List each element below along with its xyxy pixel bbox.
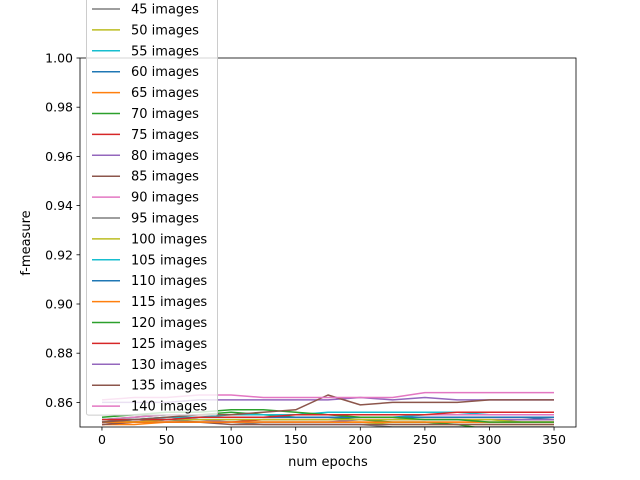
x-tick-label: 50	[159, 432, 175, 447]
x-tick-label: 300	[478, 432, 502, 447]
legend-label: 80 images	[131, 149, 199, 164]
legend-label: 90 images	[131, 191, 199, 206]
x-tick-label: 250	[413, 432, 437, 447]
y-tick-label: 0.96	[45, 149, 73, 164]
legend-label: 65 images	[131, 86, 199, 101]
legend-label: 100 images	[131, 232, 207, 247]
legend-label: 135 images	[131, 379, 207, 394]
y-axis-title: f-measure	[19, 210, 34, 275]
x-tick-label: 150	[284, 432, 308, 447]
y-tick-label: 0.86	[45, 395, 73, 410]
y-tick-label: 0.94	[45, 198, 73, 213]
series-line-135-images	[101, 394, 554, 423]
x-tick-label: 100	[219, 432, 243, 447]
y-tick-label: 0.88	[45, 346, 73, 361]
x-tick-label: 350	[542, 432, 566, 447]
legend-label: 55 images	[131, 44, 199, 59]
legend-label: 45 images	[131, 3, 199, 18]
legend-label: 105 images	[131, 253, 207, 268]
series-line-125-images	[102, 411, 554, 421]
legend-label: 140 images	[131, 400, 207, 415]
plot-frame	[79, 57, 577, 428]
x-tick-label: 0	[98, 432, 106, 447]
x-axis: 0 50 100 150 200 250 300 350	[98, 427, 566, 447]
legend-label: 60 images	[131, 65, 199, 80]
legend-label: 120 images	[131, 316, 207, 331]
legend-label: 95 images	[131, 212, 199, 227]
legend-label: 70 images	[131, 107, 199, 122]
x-tick-label: 200	[348, 432, 372, 447]
y-tick-label: 0.90	[45, 297, 73, 312]
legend-label: 130 images	[131, 358, 207, 373]
y-tick-label: 0.92	[45, 247, 73, 262]
legend-label: 125 images	[131, 337, 207, 352]
x-axis-title: num epochs	[288, 455, 368, 470]
y-axis: 0.86 0.88 0.90 0.92 0.94 0.96 0.98 1.00	[45, 51, 80, 410]
legend-label: 115 images	[131, 295, 207, 310]
y-tick-label: 0.98	[45, 100, 73, 115]
legend-label: 75 images	[131, 128, 199, 143]
legend-label: 50 images	[131, 23, 199, 38]
legend-box	[86, 0, 218, 416]
legend-label: 110 images	[131, 274, 207, 289]
legend: 45 images 50 images 55 images 60 images 65 i…	[86, 0, 218, 416]
legend-label: 85 images	[131, 170, 199, 185]
series-line-100-images	[102, 418, 554, 423]
y-tick-label: 1.00	[45, 51, 73, 66]
